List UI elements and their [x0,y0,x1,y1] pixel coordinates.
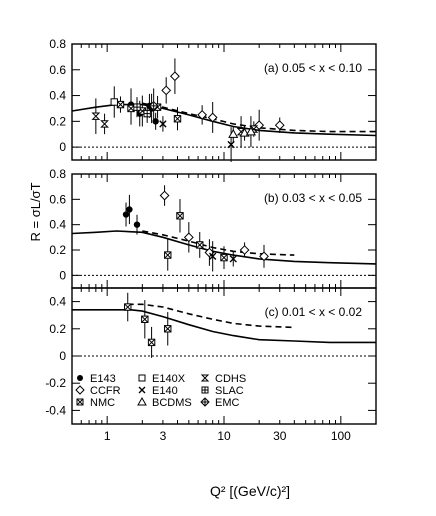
data-point-nmc [196,232,204,258]
legend-item-bcdms: BCDMS [137,396,192,409]
panel-2: 0 0.2 0.4 0.6 0.8 (b) 0.03 < x < 0.05 [49,167,377,289]
legend-label: NMC [90,397,115,409]
data-point-ccfr [239,242,250,258]
data-point-cdhs [91,98,101,134]
legend-item-slac: SLAC [201,385,244,397]
y-tick-label: 0 [59,140,66,154]
data-point-nmc [220,246,228,269]
y-tick-label: -0.2 [45,376,66,390]
legend-label: SLAC [215,385,244,397]
legend-label: E140X [152,373,186,385]
data-point-ccfr [197,105,208,125]
legend-label: BCDMS [152,397,192,409]
legend-item-ccfr: CCFR [75,385,121,397]
legend-item-e140x: E140X [138,373,186,385]
data-point-e140x [110,86,118,118]
x-tick-label: 10 [217,429,231,443]
x-axis-label: Q² [(GeV/c)²] [210,483,290,499]
data-point-cdhs [100,113,109,135]
y-tick-label: 0.6 [49,63,66,77]
y-tick-label: 0.2 [49,243,66,257]
data-point-nmc [141,300,149,339]
data-point-nmc [127,92,135,125]
legend-item-nmc: NMC [76,397,115,409]
legend-label: CCFR [90,385,121,397]
data-point-ccfr [183,222,194,253]
data-point-nmc [124,292,132,322]
data-point-ccfr [274,117,285,133]
y-tick-label: 0.4 [49,89,66,103]
data-point-nmc [164,239,172,271]
y-tick-label: 0 [59,268,66,282]
x-tick-label: 100 [331,429,351,443]
legend-label: CDHS [215,373,246,385]
panel-3: -0.4 -0.2 0 0.2 0.4 1 3 10 30 100 (c) 0.01 < x < 0… [45,287,377,443]
panel-range-label: (a) 0.05 < x < 0.10 [264,61,362,75]
data-point-ccfr [207,102,218,133]
panel-range-label: (b) 0.03 < x < 0.05 [264,191,362,205]
x-tick-label: 1 [104,429,111,443]
y-tick-label: 0.4 [49,218,66,232]
y-tick-label: 0.2 [49,322,66,336]
data-point-e143 [133,214,141,235]
y-axis-label: R = σL/σT [28,182,43,241]
legend-item-cdhs: CDHS [200,373,246,385]
y-tick-label: 0.2 [49,114,66,128]
y-tick-label: 0.8 [49,167,66,181]
data-point-nmc [147,326,156,358]
data-point-e140 [208,241,217,272]
data-point-e140 [229,251,237,267]
data-point-slac [143,104,151,123]
data-point-bcdms [228,126,239,142]
data-point-bcdms [245,116,256,148]
data-point-nmc [176,199,184,233]
data-point-emc [148,88,159,124]
dashed-curve [142,102,376,133]
legend-label: EMC [215,397,240,409]
legend-item-emc: EMC [200,397,240,409]
data-point-ccfr [259,244,269,268]
y-tick-label: 0.6 [49,192,66,206]
dashed-curve [127,303,295,329]
data-point-ccfr [169,58,180,95]
panel-range-label: (c) 0.01 < x < 0.02 [265,305,363,319]
y-tick-label: 0.4 [49,295,66,309]
y-tick-label: 0 [59,349,66,363]
data-point-e143 [122,202,130,227]
data-point-nmc [164,312,172,346]
data-point-e143 [126,194,133,225]
y-tick-label: -0.4 [45,403,66,417]
legend-label: E140 [152,385,178,397]
data-point-nmc [116,96,125,113]
data-point-ccfr [254,109,265,141]
data-point-ccfr [159,185,170,206]
panel-1: 0 0.2 0.4 0.6 0.8 (a) 0.05 < x < 0.10 [49,37,377,162]
y-tick-label: 0.8 [49,37,66,51]
legend-item-e143: E143 [77,373,116,385]
x-tick-label: 3 [160,429,167,443]
legend-item-e140: E140 [138,385,178,397]
data-point-ccfr [161,77,172,104]
data-point-e140 [159,116,167,132]
data-point-nmc [173,107,182,131]
solid-curve [72,309,376,344]
legend-label: E143 [90,373,116,385]
x-tick-label: 30 [273,429,287,443]
data-point-slac [133,97,141,118]
